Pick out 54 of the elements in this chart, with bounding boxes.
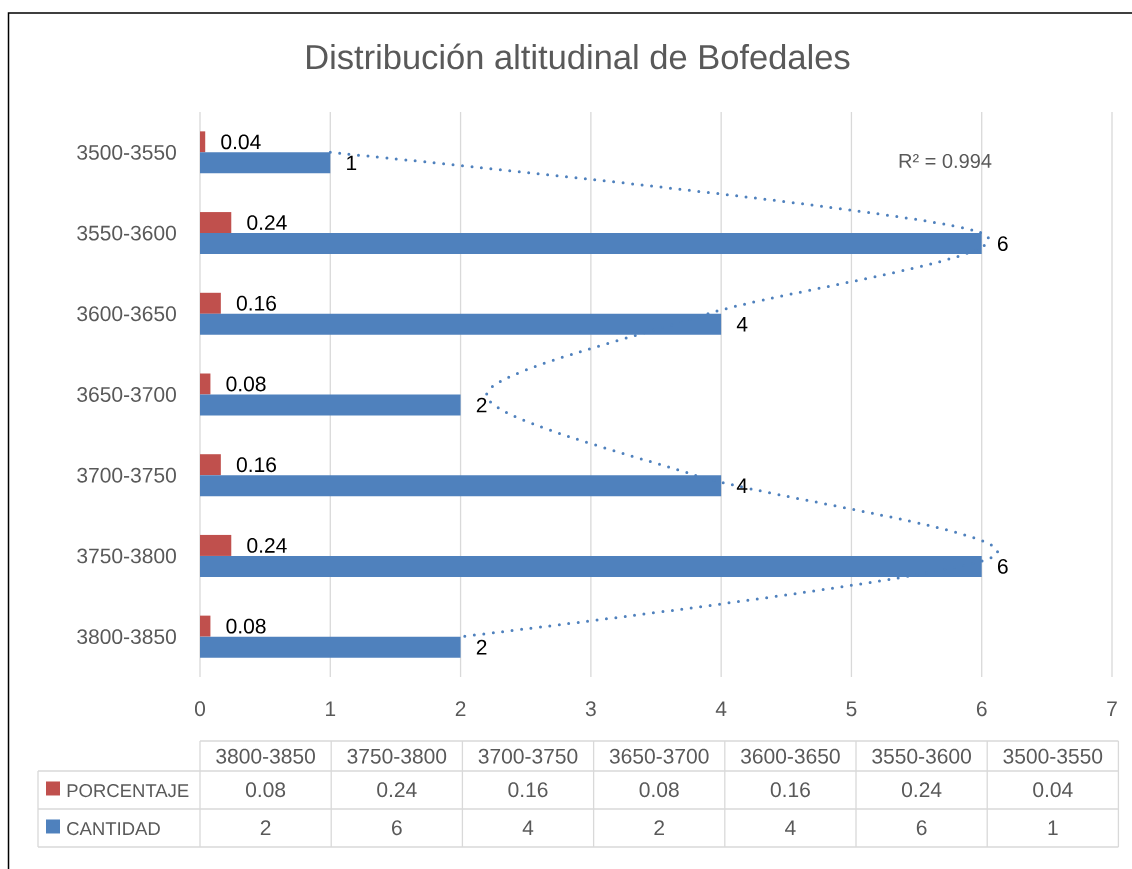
text: 4 bbox=[522, 820, 534, 835]
x-tick-label: 0 bbox=[194, 701, 206, 717]
annotation: R² = 0.994 bbox=[899, 153, 992, 169]
data-label: 0.24 bbox=[247, 215, 287, 231]
data-label: 0.24 bbox=[247, 537, 287, 553]
data-label: 6 bbox=[997, 558, 1008, 574]
text: 2 bbox=[260, 820, 271, 835]
y-tick-label: 3650-3700 bbox=[77, 387, 176, 402]
category-label: 3750-3800 bbox=[347, 748, 447, 764]
data-label: 0.08 bbox=[226, 618, 266, 634]
category-label: 3700-3750 bbox=[478, 748, 578, 764]
data-label: 0.08 bbox=[226, 376, 266, 392]
data-label: 0.16 bbox=[236, 457, 276, 473]
x-tick-label: 3 bbox=[585, 701, 596, 717]
text: 6 bbox=[916, 820, 927, 836]
x-tick-label: 2 bbox=[455, 701, 466, 716]
y-tick-label: 3700-3750 bbox=[77, 467, 176, 483]
text: 6 bbox=[392, 820, 402, 836]
text: 0.24 bbox=[901, 782, 942, 798]
y-tick-label: 3600-3650 bbox=[77, 306, 176, 322]
category-label: 3800-3850 bbox=[216, 748, 315, 764]
data-label: 6 bbox=[997, 236, 1008, 252]
text: 0.24 bbox=[377, 782, 417, 798]
data-label: 4 bbox=[736, 317, 748, 332]
legend-label: PORCENTAJE bbox=[67, 784, 189, 798]
data-label: 0.16 bbox=[236, 295, 276, 311]
chart-title: Distribución altitudinal de Bofedales bbox=[307, 43, 850, 70]
text: 0.16 bbox=[770, 782, 810, 798]
x-tick-label: 6 bbox=[976, 701, 987, 717]
category-label: 3500-3550 bbox=[1003, 748, 1103, 764]
y-tick-label: 3500-3550 bbox=[77, 144, 176, 160]
x-tick-label: 5 bbox=[846, 701, 857, 717]
text: 1 bbox=[1048, 820, 1058, 835]
text: 2 bbox=[654, 820, 664, 835]
data-label: 0.04 bbox=[221, 134, 261, 150]
text: 0.16 bbox=[508, 782, 548, 798]
legend-label: CANTIDAD bbox=[67, 822, 160, 836]
category-label: 3550-3600 bbox=[872, 748, 971, 764]
data-label: 2 bbox=[476, 397, 487, 413]
category-label: 3650-3700 bbox=[609, 748, 709, 764]
y-tick-label: 3750-3800 bbox=[77, 548, 176, 564]
text: 0.08 bbox=[639, 782, 679, 798]
x-tick-label: 4 bbox=[715, 701, 727, 716]
data-label: 4 bbox=[736, 478, 748, 493]
text: 4 bbox=[785, 820, 796, 835]
data-label: 1 bbox=[347, 155, 357, 171]
text: 0.08 bbox=[245, 782, 286, 798]
category-label: 3600-3650 bbox=[740, 748, 840, 764]
y-tick-label: 3800-3850 bbox=[77, 629, 176, 645]
y-tick-label: 3550-3600 bbox=[77, 225, 176, 241]
data-label: 2 bbox=[476, 639, 487, 655]
x-tick-label: 7 bbox=[1107, 701, 1117, 716]
x-tick-label: 1 bbox=[326, 701, 336, 716]
text: 0.04 bbox=[1033, 782, 1073, 798]
